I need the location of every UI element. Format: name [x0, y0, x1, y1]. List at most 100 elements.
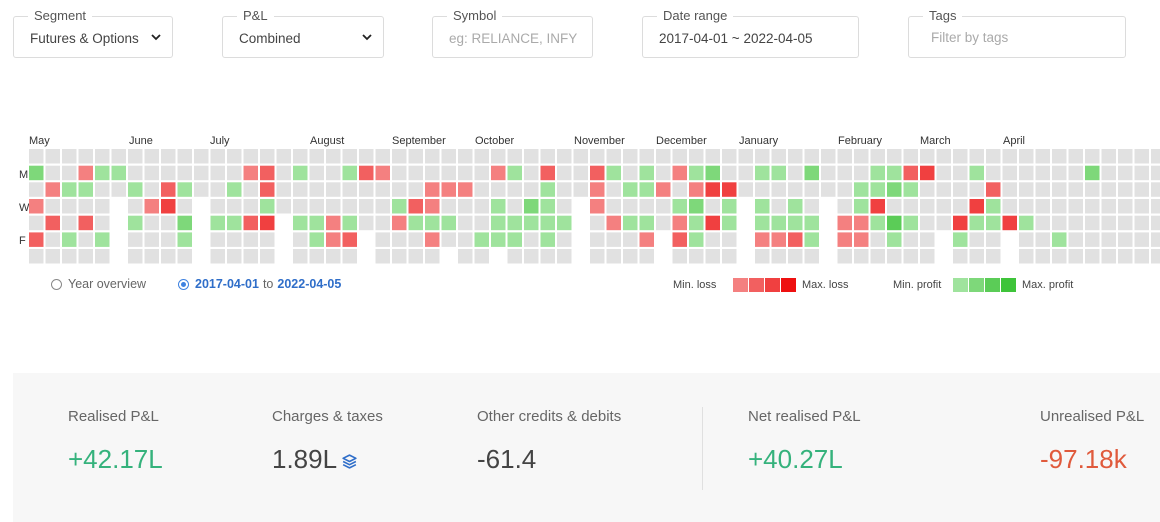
heatmap-day-cell[interactable]: [45, 232, 61, 247]
heatmap-day-cell[interactable]: [29, 165, 44, 181]
date-range-option[interactable]: 2017-04-01 to 2022-04-05: [178, 277, 341, 291]
heatmap-day-cell[interactable]: [557, 215, 572, 231]
symbol-field[interactable]: Symbol: [432, 9, 593, 58]
heatmap-day-cell[interactable]: [227, 249, 242, 264]
heatmap-day-cell[interactable]: [804, 165, 820, 181]
heatmap-day-cell[interactable]: [210, 149, 226, 164]
heatmap-day-cell[interactable]: [590, 232, 605, 247]
heatmap-day-cell[interactable]: [177, 249, 193, 264]
heatmap-day-cell[interactable]: [227, 165, 242, 181]
heatmap-day-cell[interactable]: [903, 199, 919, 214]
heatmap-day-cell[interactable]: [408, 182, 424, 197]
heatmap-day-cell[interactable]: [227, 232, 242, 247]
heatmap-day-cell[interactable]: [29, 199, 44, 214]
heatmap-day-cell[interactable]: [606, 215, 622, 231]
heatmap-day-cell[interactable]: [903, 165, 919, 181]
heatmap-day-cell[interactable]: [1035, 149, 1051, 164]
heatmap-day-cell[interactable]: [788, 215, 803, 231]
heatmap-day-cell[interactable]: [1035, 232, 1051, 247]
heatmap-day-cell[interactable]: [441, 215, 457, 231]
heatmap-day-cell[interactable]: [45, 249, 61, 264]
heatmap-day-cell[interactable]: [722, 149, 737, 164]
heatmap-day-cell[interactable]: [606, 249, 622, 264]
heatmap-day-cell[interactable]: [606, 149, 622, 164]
heatmap-day-cell[interactable]: [903, 149, 919, 164]
heatmap-day-cell[interactable]: [606, 232, 622, 247]
heatmap-day-cell[interactable]: [293, 232, 308, 247]
heatmap-day-cell[interactable]: [639, 232, 655, 247]
heatmap-day-cell[interactable]: [1052, 249, 1067, 264]
heatmap-day-cell[interactable]: [573, 149, 589, 164]
heatmap-day-cell[interactable]: [969, 249, 985, 264]
heatmap-day-cell[interactable]: [161, 182, 176, 197]
heatmap-day-cell[interactable]: [639, 182, 655, 197]
heatmap-day-cell[interactable]: [1118, 182, 1133, 197]
heatmap-day-cell[interactable]: [524, 182, 539, 197]
heatmap-day-cell[interactable]: [1019, 165, 1034, 181]
heatmap-day-cell[interactable]: [755, 215, 770, 231]
layers-icon[interactable]: [341, 453, 358, 470]
heatmap-day-cell[interactable]: [771, 232, 787, 247]
heatmap-day-cell[interactable]: [326, 149, 341, 164]
heatmap-day-cell[interactable]: [887, 199, 902, 214]
heatmap-day-cell[interactable]: [293, 249, 308, 264]
heatmap-day-cell[interactable]: [260, 215, 275, 231]
heatmap-day-cell[interactable]: [837, 199, 853, 214]
heatmap-day-cell[interactable]: [45, 182, 61, 197]
heatmap-day-cell[interactable]: [623, 199, 638, 214]
heatmap-day-cell[interactable]: [590, 199, 605, 214]
heatmap-day-cell[interactable]: [1035, 249, 1051, 264]
heatmap-day-cell[interactable]: [524, 215, 539, 231]
heatmap-day-cell[interactable]: [392, 232, 407, 247]
heatmap-day-cell[interactable]: [1134, 165, 1150, 181]
heatmap-day-cell[interactable]: [771, 215, 787, 231]
heatmap-day-cell[interactable]: [986, 215, 1001, 231]
heatmap-day-cell[interactable]: [953, 182, 968, 197]
heatmap-day-cell[interactable]: [590, 249, 605, 264]
heatmap-day-cell[interactable]: [29, 215, 44, 231]
heatmap-day-cell[interactable]: [788, 249, 803, 264]
heatmap-day-cell[interactable]: [1035, 215, 1051, 231]
heatmap-day-cell[interactable]: [144, 232, 160, 247]
heatmap-day-cell[interactable]: [375, 232, 391, 247]
heatmap-day-cell[interactable]: [1035, 182, 1051, 197]
tags-field[interactable]: Tags: [908, 9, 1126, 58]
heatmap-day-cell[interactable]: [821, 182, 836, 197]
heatmap-day-cell[interactable]: [920, 232, 935, 247]
heatmap-day-cell[interactable]: [392, 149, 407, 164]
heatmap-day-cell[interactable]: [309, 249, 325, 264]
heatmap-day-cell[interactable]: [623, 232, 638, 247]
heatmap-day-cell[interactable]: [1134, 232, 1150, 247]
heatmap-day-cell[interactable]: [870, 149, 886, 164]
heatmap-day-cell[interactable]: [870, 165, 886, 181]
heatmap-day-cell[interactable]: [474, 199, 490, 214]
heatmap-day-cell[interactable]: [210, 199, 226, 214]
heatmap-day-cell[interactable]: [62, 232, 77, 247]
heatmap-day-cell[interactable]: [128, 232, 143, 247]
heatmap-day-cell[interactable]: [689, 165, 704, 181]
heatmap-day-cell[interactable]: [639, 149, 655, 164]
heatmap-day-cell[interactable]: [870, 215, 886, 231]
heatmap-day-cell[interactable]: [425, 165, 440, 181]
heatmap-day-cell[interactable]: [1035, 199, 1051, 214]
heatmap-day-cell[interactable]: [375, 215, 391, 231]
heatmap-day-cell[interactable]: [210, 165, 226, 181]
heatmap-day-cell[interactable]: [375, 182, 391, 197]
heatmap-day-cell[interactable]: [1134, 249, 1150, 264]
heatmap-day-cell[interactable]: [788, 232, 803, 247]
heatmap-day-cell[interactable]: [953, 165, 968, 181]
heatmap-day-cell[interactable]: [1118, 249, 1133, 264]
heatmap-day-cell[interactable]: [441, 199, 457, 214]
heatmap-day-cell[interactable]: [953, 215, 968, 231]
heatmap-day-cell[interactable]: [540, 215, 556, 231]
pnl-select[interactable]: P&L Combined: [222, 9, 384, 58]
heatmap-day-cell[interactable]: [1151, 215, 1160, 231]
heatmap-day-cell[interactable]: [243, 165, 259, 181]
heatmap-day-cell[interactable]: [408, 165, 424, 181]
heatmap-day-cell[interactable]: [177, 165, 193, 181]
heatmap-day-cell[interactable]: [837, 215, 853, 231]
heatmap-day-cell[interactable]: [540, 182, 556, 197]
heatmap-day-cell[interactable]: [837, 249, 853, 264]
heatmap-day-cell[interactable]: [491, 182, 506, 197]
heatmap-day-cell[interactable]: [128, 215, 143, 231]
